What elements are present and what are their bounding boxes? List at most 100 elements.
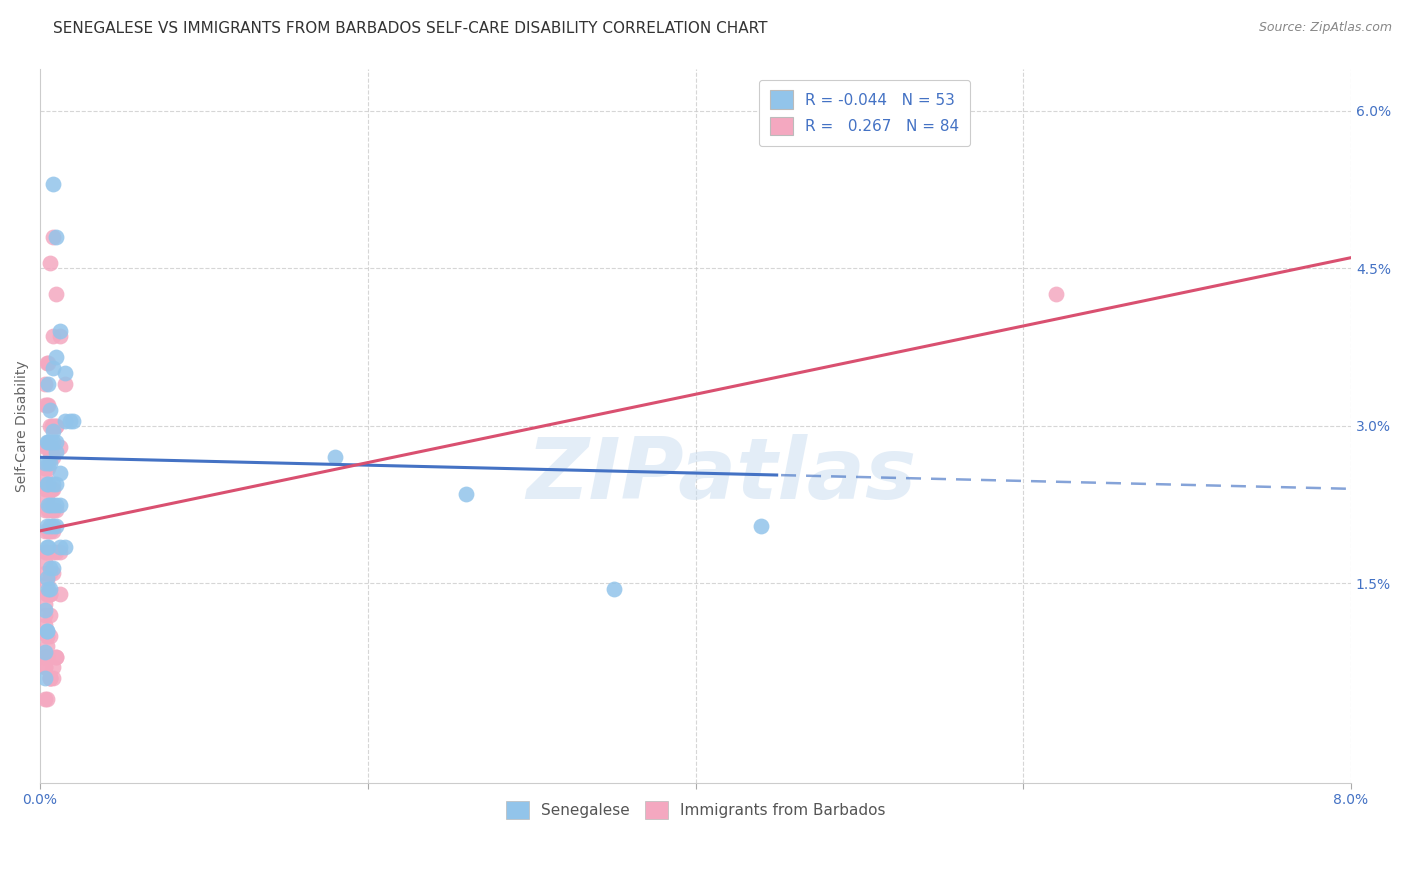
Point (49, 545, 72, 559)
Point (45, 445, 67, 459)
Point (45, 649, 67, 664)
Legend: Senegalese, Immigrants from Barbados: Senegalese, Immigrants from Barbados (499, 795, 891, 825)
Point (39, 456, 62, 470)
Point (34, 602, 56, 616)
Point (39, 629, 62, 643)
Point (34, 471, 56, 485)
Point (39, 440, 62, 454)
Point (35, 356, 58, 370)
Point (45, 545, 67, 559)
Point (42, 229, 65, 244)
Point (37, 476, 59, 491)
Point (37, 540, 59, 554)
Point (42, 476, 65, 491)
Point (37, 498, 59, 512)
Point (49, 498, 72, 512)
Point (34, 524, 56, 538)
Point (39, 566, 62, 580)
Point (35, 540, 58, 554)
Point (42, 329, 65, 343)
Point (35, 398, 58, 412)
Point (42, 482, 65, 496)
Text: Source: ZipAtlas.com: Source: ZipAtlas.com (1258, 21, 1392, 35)
Point (34, 566, 56, 580)
Point (34, 482, 56, 496)
Point (39, 524, 62, 538)
Point (39, 587, 62, 601)
Point (41, 418, 63, 433)
Point (39, 498, 62, 512)
Point (37, 440, 59, 454)
Point (49, 466, 72, 480)
Point (45, 503, 67, 517)
Point (42, 434, 65, 449)
Point (35, 692, 58, 706)
Point (53, 540, 76, 554)
Point (37, 376, 59, 391)
Point (42, 361, 65, 376)
Point (37, 503, 59, 517)
Point (35, 492, 58, 507)
Point (34, 503, 56, 517)
Point (39, 671, 62, 685)
Point (37, 456, 59, 470)
Point (42, 424, 65, 438)
Point (42, 450, 65, 465)
Point (53, 376, 76, 391)
Point (35, 640, 58, 654)
Point (34, 545, 56, 559)
Point (34, 460, 56, 475)
Point (34, 645, 56, 659)
Point (45, 229, 67, 244)
Point (35, 434, 58, 449)
Point (34, 649, 56, 664)
Point (34, 460, 56, 475)
Point (34, 555, 56, 569)
Point (39, 434, 62, 449)
Point (53, 413, 76, 427)
Point (42, 524, 65, 538)
Point (42, 177, 65, 191)
Point (35, 649, 58, 664)
Text: SENEGALESE VS IMMIGRANTS FROM BARBADOS SELF-CARE DISABILITY CORRELATION CHART: SENEGALESE VS IMMIGRANTS FROM BARBADOS S… (53, 21, 768, 37)
Point (49, 440, 72, 454)
Point (34, 607, 56, 622)
Point (39, 482, 62, 496)
Point (34, 671, 56, 685)
Point (45, 498, 67, 512)
Point (49, 587, 72, 601)
Point (37, 398, 59, 412)
Point (45, 476, 67, 491)
Point (39, 671, 62, 685)
Point (39, 607, 62, 622)
Point (34, 398, 56, 412)
Point (45, 518, 67, 533)
Point (39, 560, 62, 574)
Point (53, 366, 76, 380)
Point (34, 660, 56, 674)
Point (39, 403, 62, 417)
Point (39, 418, 62, 433)
Point (41, 503, 63, 517)
Point (42, 671, 65, 685)
Point (37, 460, 59, 475)
Point (45, 287, 67, 301)
Point (34, 660, 56, 674)
Point (42, 498, 65, 512)
Y-axis label: Self-Care Disability: Self-Care Disability (15, 360, 30, 491)
Point (35, 587, 58, 601)
Point (45, 418, 67, 433)
Point (34, 598, 56, 612)
Point (749, 518, 772, 533)
Point (45, 351, 67, 365)
Point (59, 413, 82, 427)
Point (42, 503, 65, 517)
Point (49, 329, 72, 343)
Point (42, 660, 65, 674)
Point (35, 476, 58, 491)
Text: ZIPatlas: ZIPatlas (527, 434, 917, 517)
Point (45, 418, 67, 433)
Point (34, 440, 56, 454)
Point (49, 324, 72, 338)
Point (39, 256, 62, 270)
